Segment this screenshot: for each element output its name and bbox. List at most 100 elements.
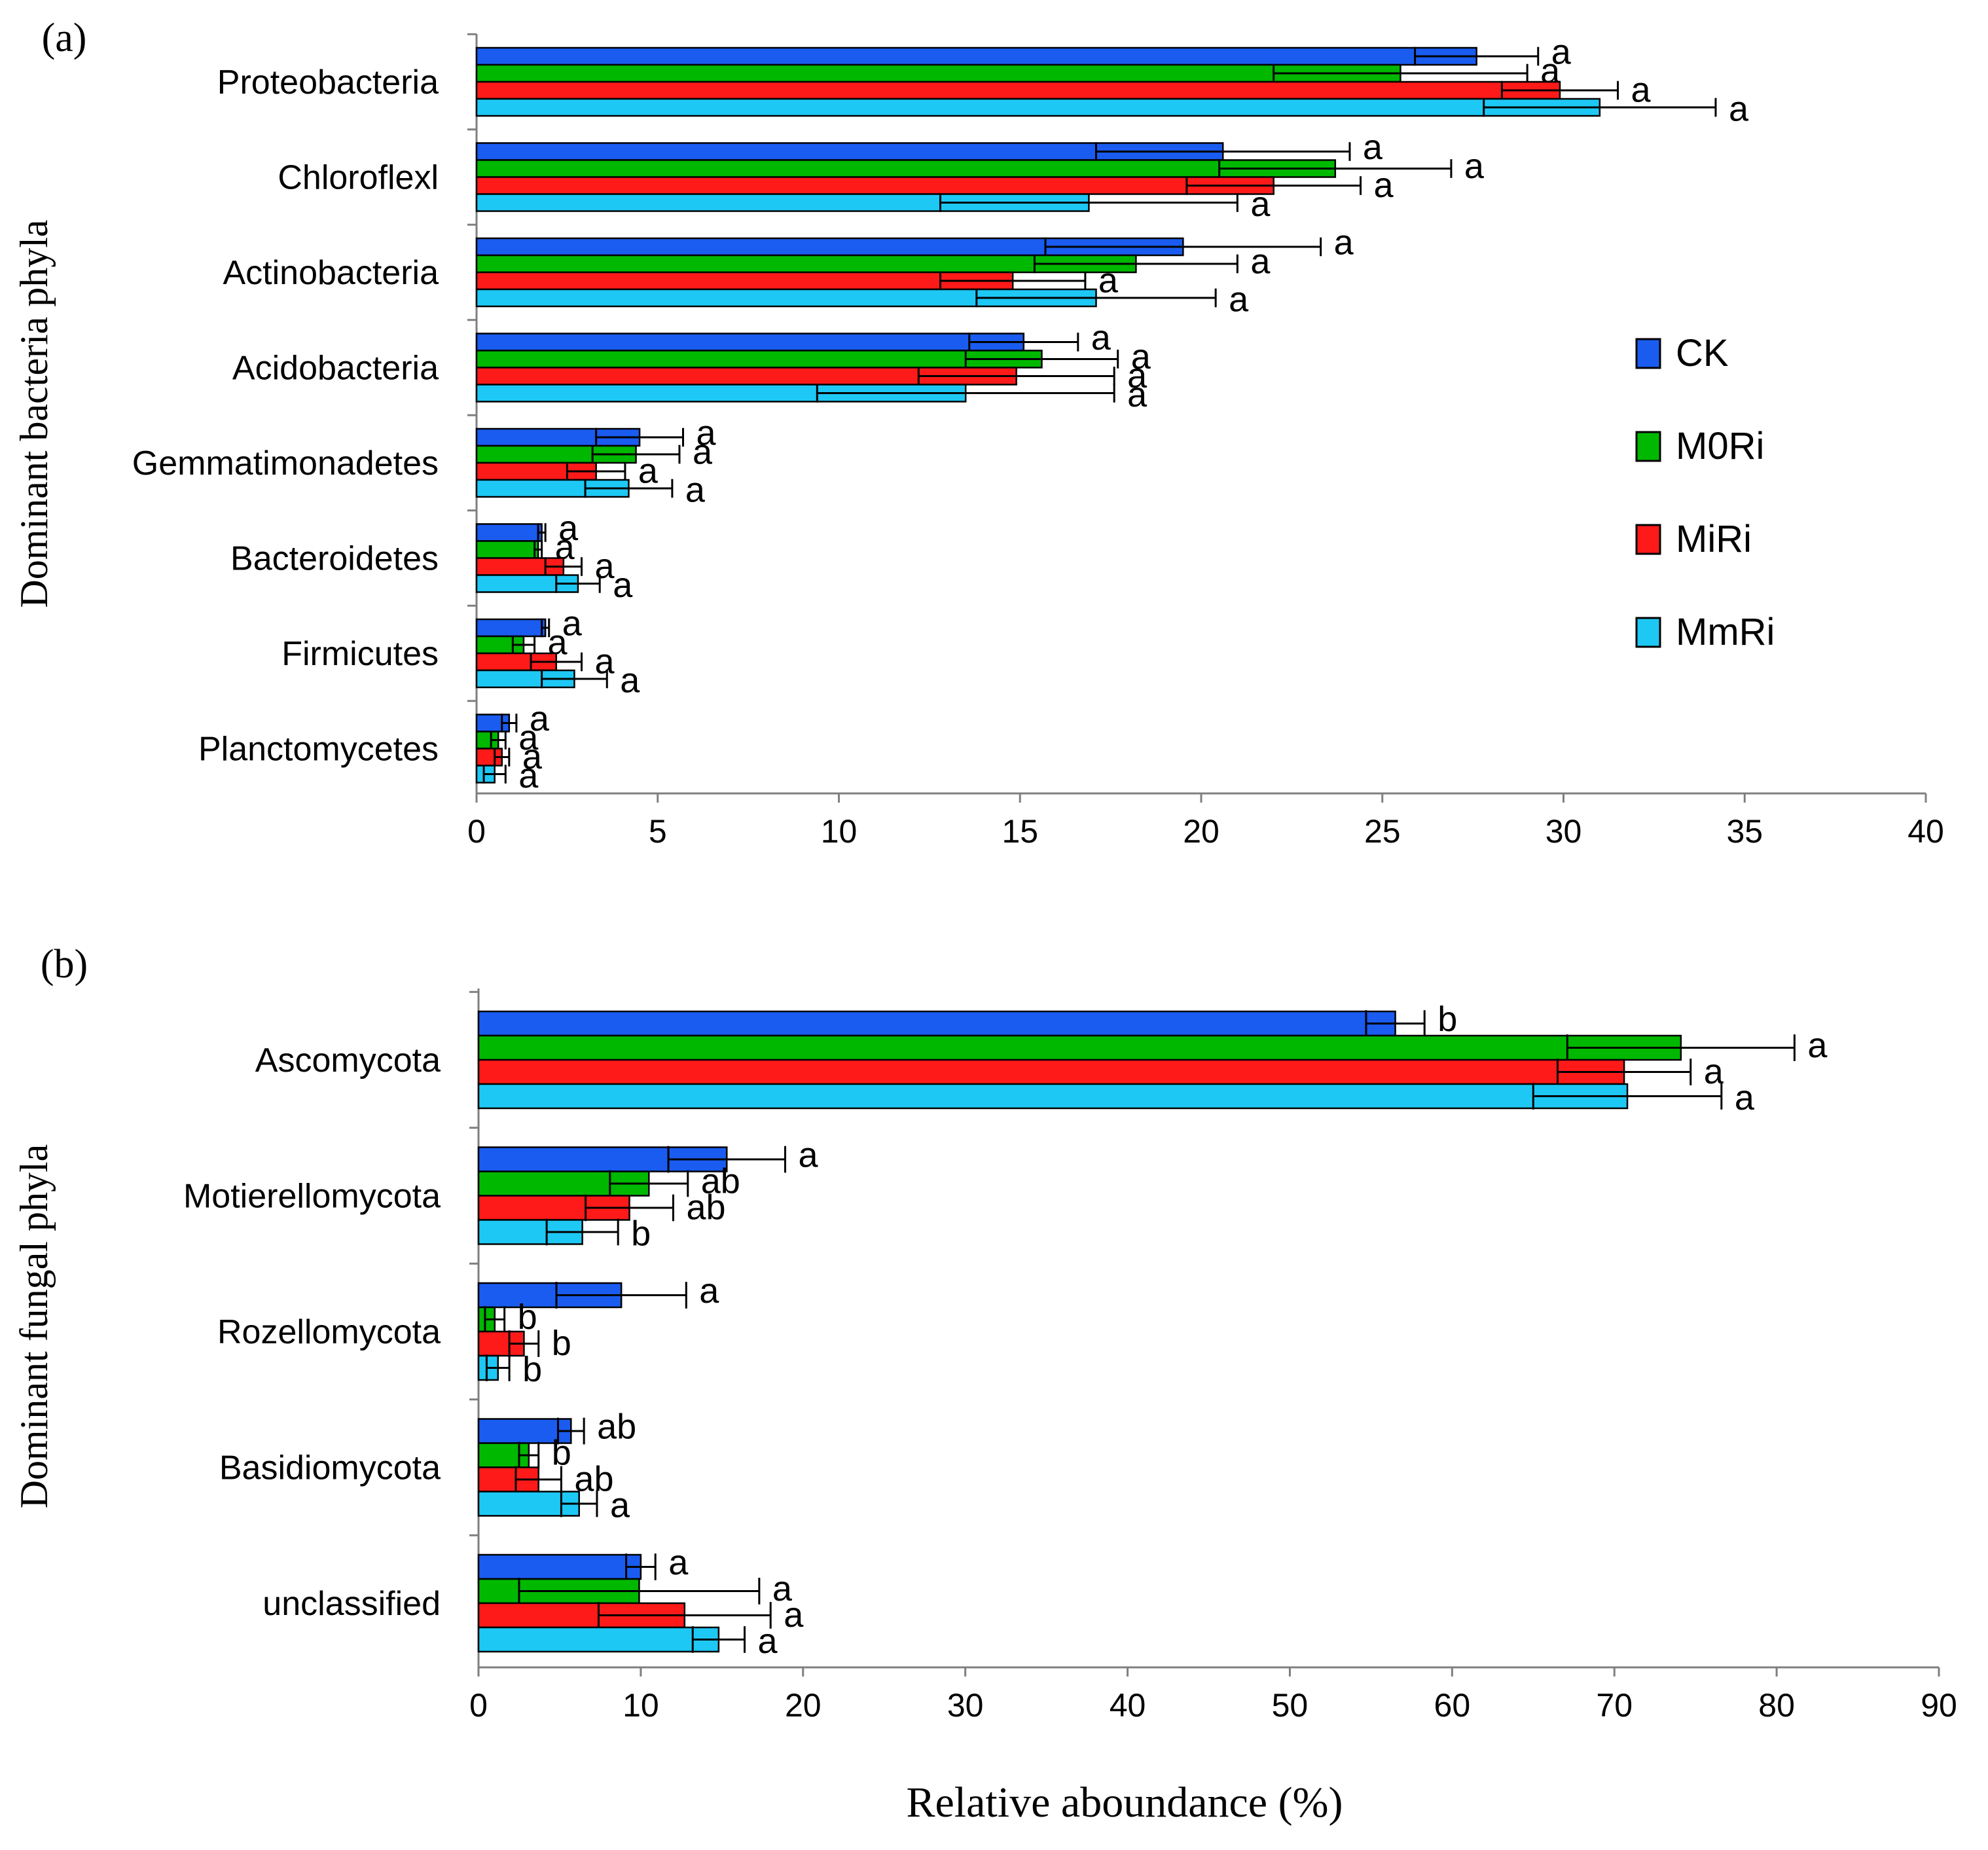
significance-letter-gemmatimonadetes-ck: a [696, 414, 716, 453]
bar-ascomycota-ck [477, 1010, 1396, 1037]
bar-chloroflexl-miri [475, 176, 1274, 195]
x-tick-label: 80 [1758, 1687, 1795, 1724]
x-tick-label: 35 [1726, 813, 1763, 850]
significance-letter-firmicutes-miri: a [595, 642, 615, 681]
significance-letter-planctomycetes-miri: a [522, 737, 543, 776]
category-label-unclassified: unclassified [262, 1585, 441, 1623]
significance-letter-actinobacteria-mmri: a [1229, 280, 1249, 319]
significance-letter-motierellomycota-miri: ab [686, 1188, 725, 1227]
significance-letter-chloroflexl-mmri: a [1250, 185, 1271, 224]
bar-basidiomycota-miri [477, 1466, 539, 1493]
legend-swatch-ck [1635, 338, 1661, 369]
x-tick-label: 30 [947, 1687, 984, 1724]
y-axis-title: Dominant bacteria phyla [12, 219, 56, 608]
significance-letter-acidobacteria-miri: a [1127, 356, 1148, 395]
category-label-planctomycetes: Planctomycetes [198, 731, 439, 769]
bar-ascomycota-m0ri [477, 1034, 1682, 1061]
panel-a: (a) Dominant bacteria phyla 0 5 10 15 20 25 30 35… [12, 16, 1944, 850]
bar-unclassified-ck [477, 1553, 642, 1580]
category-label-firmicutes: Firmicutes [281, 635, 439, 673]
significance-letter-unclassified-mmri: a [758, 1622, 778, 1661]
significance-letter-actinobacteria-ck: a [1334, 223, 1354, 263]
bar-bacteroidetes-ck [475, 523, 543, 542]
significance-letter-rozellomycota-mmri: b [522, 1350, 542, 1389]
x-tick-label: 60 [1434, 1687, 1471, 1724]
category-label-rozellomycota: Rozellomycota [217, 1313, 441, 1351]
legend-label-ck: CK [1676, 332, 1729, 374]
significance-letter-ascomycota-m0ri: a [1807, 1026, 1828, 1065]
bar-unclassified-mmri [477, 1626, 720, 1653]
significance-letter-ascomycota-ck: b [1437, 1000, 1457, 1039]
bar-actinobacteria-miri [475, 271, 1014, 291]
bar-chloroflexl-m0ri [475, 159, 1337, 178]
x-tick-label: 25 [1364, 813, 1401, 850]
bar-bacteroidetes-mmri [475, 574, 579, 593]
significance-letter-rozellomycota-m0ri: b [518, 1297, 537, 1337]
significance-letter-basidiomycota-m0ri: b [552, 1434, 571, 1473]
significance-letter-gemmatimonadetes-m0ri: a [693, 433, 713, 472]
bar-acidobacteria-m0ri [475, 350, 1043, 369]
bar-proteobacteria-mmri [475, 98, 1601, 117]
category-label-acidobacteria: Acidobacteria [232, 350, 439, 388]
category-label-gemmatimonadetes: Gemmatimonadetes [132, 444, 439, 482]
significance-letter-ascomycota-mmri: a [1735, 1078, 1755, 1117]
significance-letter-motierellomycota-m0ri: ab [701, 1162, 740, 1201]
significance-letter-motierellomycota-mmri: b [631, 1214, 651, 1254]
significance-letter-basidiomycota-mmri: a [610, 1486, 630, 1525]
x-tick-label: 15 [1002, 813, 1038, 850]
significance-letter-chloroflexl-m0ri: a [1464, 147, 1485, 186]
significance-letter-proteobacteria-miri: a [1631, 71, 1652, 110]
x-tick-label: 20 [785, 1687, 822, 1724]
category-label-proteobacteria: Proteobacteria [217, 63, 439, 101]
x-tick-label: 20 [1183, 813, 1220, 850]
significance-letter-proteobacteria-mmri: a [1729, 90, 1749, 129]
legend: CK M0Ri MiRi MmRi [1635, 332, 1775, 653]
significance-letter-unclassified-m0ri: a [772, 1569, 793, 1608]
category-label-bacteroidetes: Bacteroidetes [230, 540, 439, 578]
x-tick-label: 40 [1110, 1687, 1146, 1724]
significance-letter-chloroflexl-ck: a [1363, 128, 1383, 167]
significance-letter-acidobacteria-m0ri: a [1131, 337, 1151, 376]
significance-letter-motierellomycota-ck: a [799, 1136, 819, 1175]
x-tick-label: 0 [469, 1687, 488, 1724]
significance-letter-rozellomycota-ck: a [699, 1271, 719, 1311]
x-tick-label: 5 [649, 813, 667, 850]
category-label-chloroflexl: Chloroflexl [278, 159, 439, 197]
significance-letter-chloroflexl-miri: a [1374, 166, 1394, 205]
bar-proteobacteria-miri [475, 81, 1561, 100]
legend-swatch-miri [1635, 524, 1661, 555]
significance-letter-rozellomycota-miri: b [552, 1324, 571, 1363]
x-tick-label: 40 [1907, 813, 1944, 850]
significance-letter-basidiomycota-miri: ab [574, 1460, 613, 1499]
significance-letter-bacteroidetes-mmri: a [613, 566, 633, 605]
x-tick-label: 50 [1272, 1687, 1309, 1724]
y-axis-title: Dominant fungal phyla [12, 1144, 56, 1509]
legend-label-mmri: MmRi [1676, 611, 1775, 653]
significance-letter-acidobacteria-ck: a [1091, 318, 1111, 357]
category-label-ascomycota: Ascomycota [255, 1042, 441, 1079]
legend-label-m0ri: M0Ri [1676, 425, 1764, 467]
significance-letter-planctomycetes-mmri: a [518, 756, 539, 795]
significance-letter-unclassified-miri: a [784, 1595, 804, 1635]
legend-label-miri: MiRi [1676, 518, 1752, 560]
significance-letter-planctomycetes-m0ri: a [518, 718, 539, 757]
category-label-actinobacteria: Actinobacteria [223, 254, 439, 292]
significance-letter-planctomycetes-ck: a [530, 699, 550, 738]
bar-proteobacteria-ck [475, 46, 1477, 66]
significance-letter-bacteroidetes-miri: a [595, 547, 615, 586]
legend-swatch-m0ri [1635, 431, 1661, 462]
bar-acidobacteria-ck [475, 333, 1025, 352]
x-tick-label: 10 [821, 813, 858, 850]
x-tick-label: 30 [1545, 813, 1582, 850]
x-tick-label: 0 [467, 813, 486, 850]
bar-ascomycota-mmri [477, 1083, 1629, 1110]
category-label-motierellomycota: Motierellomycota [183, 1178, 441, 1216]
x-tick-label: 10 [623, 1687, 659, 1724]
significance-letter-gemmatimonadetes-miri: a [638, 452, 659, 491]
significance-letter-firmicutes-ck: a [562, 604, 583, 644]
significance-letter-gemmatimonadetes-mmri: a [685, 471, 706, 510]
significance-letter-actinobacteria-miri: a [1098, 261, 1119, 300]
category-label-basidiomycota: Basidiomycota [219, 1449, 441, 1487]
bar-firmicutes-ck [475, 618, 547, 638]
